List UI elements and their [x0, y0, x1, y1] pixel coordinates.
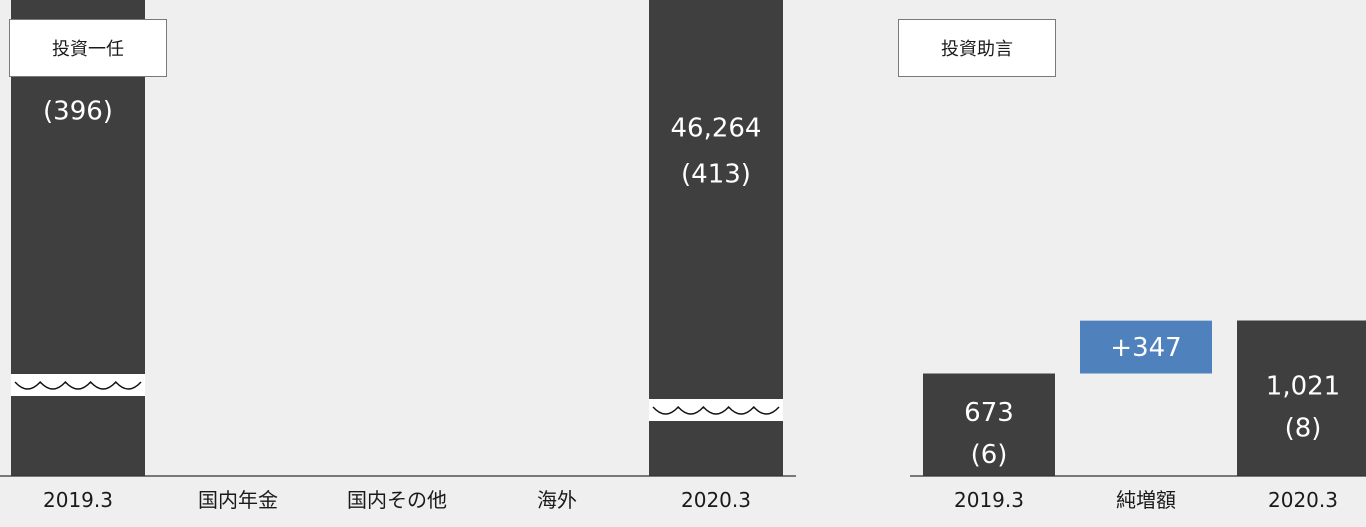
axis-break-1-4-wave	[652, 405, 780, 415]
bar-1-0	[11, 0, 145, 476]
tick-label-2-1: 純増額	[1116, 488, 1176, 512]
bar-2-2	[1237, 320, 1366, 476]
sub-label-1-0: (396)	[43, 96, 113, 126]
tick-label-1-2: 国内その他	[347, 488, 447, 512]
axis-break-1-0-band	[11, 374, 145, 396]
chart-title-investment-advisory: 投資助言	[898, 19, 1056, 77]
sub-label-2-0: (6)	[971, 440, 1008, 470]
value-label-2-0: 673	[964, 398, 1014, 428]
axis-break-1-0-wave	[14, 380, 142, 390]
tick-label-1-1: 国内年金	[198, 488, 278, 512]
value-label-1-4: 46,264	[671, 113, 762, 143]
tick-label-2-2: 2020.3	[1268, 488, 1338, 512]
value-label-2-2: 1,021	[1266, 371, 1340, 401]
chart-title-investment-discretionary: 投資一任	[9, 19, 167, 77]
tick-label-1-3: 海外	[537, 488, 577, 512]
value-label-2-1: +347	[1110, 333, 1181, 363]
sub-label-1-4: (413)	[681, 159, 751, 189]
tick-label-1-0: 2019.3	[43, 488, 113, 512]
bar-1-4	[649, 0, 783, 476]
axis-break-1-4-band	[649, 399, 783, 421]
bar-2-0	[923, 373, 1055, 476]
sub-label-2-2: (8)	[1285, 413, 1322, 443]
tick-label-1-4: 2020.3	[681, 488, 751, 512]
bar-2-1	[1080, 320, 1212, 374]
tick-label-2-0: 2019.3	[954, 488, 1024, 512]
